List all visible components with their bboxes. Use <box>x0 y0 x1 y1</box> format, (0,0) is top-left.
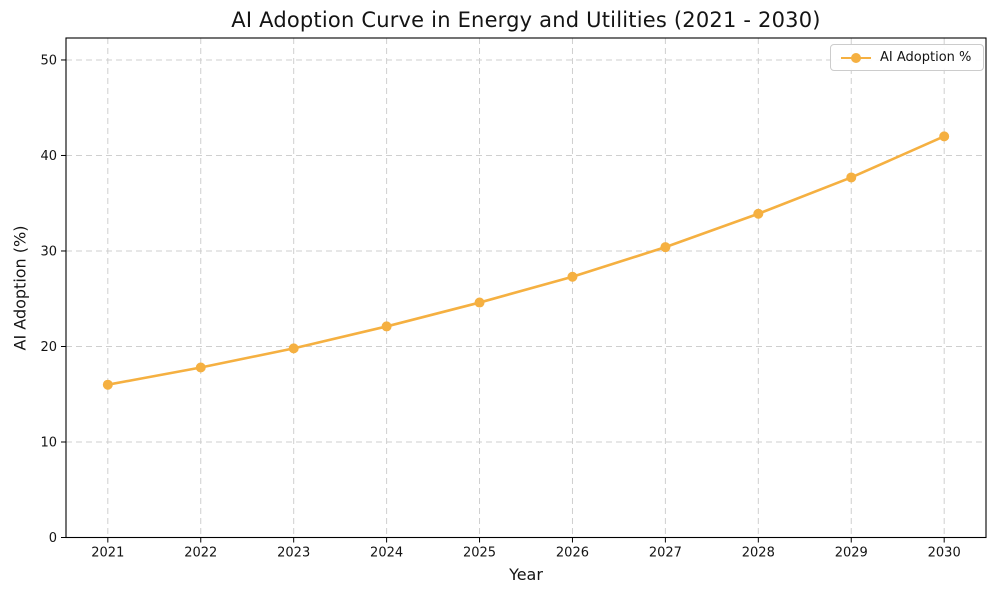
data-point <box>474 297 485 308</box>
data-point <box>567 271 578 282</box>
x-tick-label: 2021 <box>91 546 124 561</box>
grid-lines <box>66 38 986 538</box>
legend-dot-icon <box>851 52 861 63</box>
y-tick-label: 0 <box>49 531 57 546</box>
y-tick-label: 30 <box>40 244 57 259</box>
x-tick-label: 2029 <box>835 546 868 561</box>
data-point <box>102 379 113 390</box>
series-line <box>106 135 946 386</box>
data-point <box>288 343 299 354</box>
plot-border <box>65 37 987 539</box>
axis-ticks <box>61 59 945 543</box>
x-tick-label: 2030 <box>928 546 961 561</box>
y-tick-label: 20 <box>40 340 57 355</box>
x-tick-label: 2025 <box>463 546 496 561</box>
x-tick-label: 2027 <box>649 546 682 561</box>
data-point <box>846 172 857 183</box>
y-axis-label: AI Adoption (%) <box>10 225 30 351</box>
x-tick-label: 2022 <box>184 546 217 561</box>
data-point <box>753 208 764 219</box>
data-point <box>195 362 206 373</box>
y-tick-label: 40 <box>40 149 57 164</box>
series-ai-adoption- <box>102 131 950 390</box>
x-tick-label: 2026 <box>556 546 589 561</box>
y-tick-label: 10 <box>40 435 57 450</box>
y-tick-label: 50 <box>40 53 57 68</box>
data-point <box>660 242 671 253</box>
x-axis-label: Year <box>509 565 543 584</box>
data-point <box>381 321 392 332</box>
legend-label: AI Adoption % <box>880 50 972 65</box>
legend: AI Adoption % <box>830 44 985 71</box>
x-tick-label: 2023 <box>277 546 310 561</box>
legend-line-marker-icon <box>841 52 871 64</box>
x-tick-label: 2024 <box>370 546 403 561</box>
chart-title: AI Adoption Curve in Energy and Utilitie… <box>231 8 821 32</box>
x-tick-label: 2028 <box>742 546 775 561</box>
data-point <box>939 131 950 142</box>
